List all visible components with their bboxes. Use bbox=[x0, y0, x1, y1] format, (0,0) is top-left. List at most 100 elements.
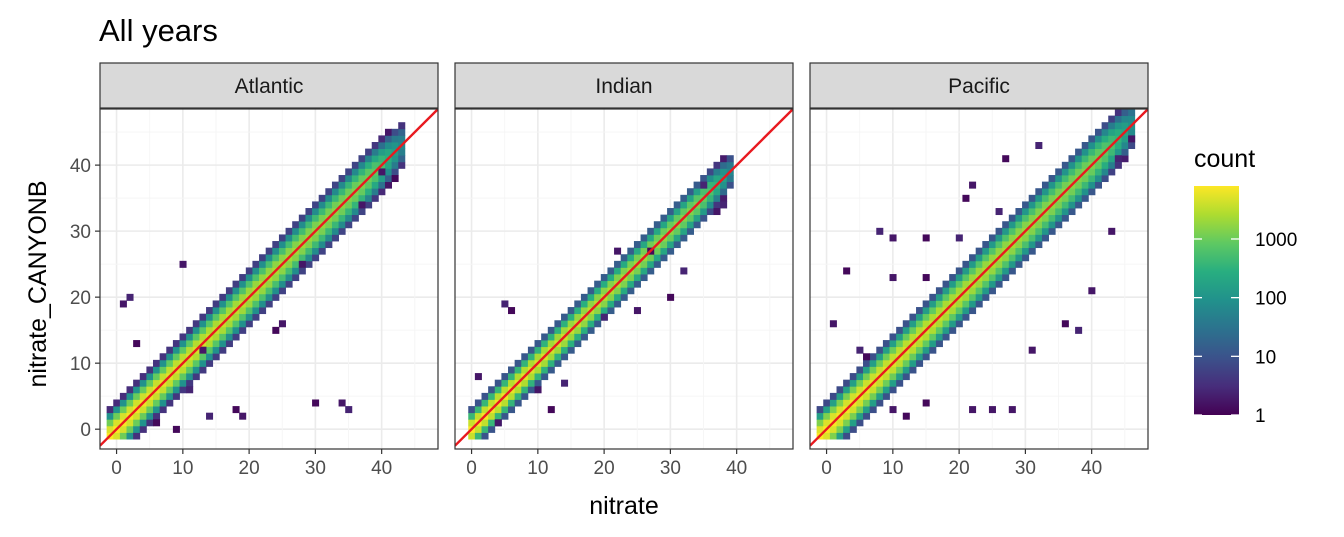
heatmap-tile bbox=[720, 155, 728, 163]
heatmap-tile bbox=[1108, 135, 1116, 143]
heatmap-tile bbox=[278, 287, 286, 295]
heatmap-tile bbox=[351, 214, 359, 222]
heatmap-tile bbox=[331, 221, 339, 229]
heatmap-tile bbox=[935, 340, 943, 348]
heatmap-tile bbox=[902, 340, 910, 348]
heatmap-tile bbox=[823, 419, 831, 427]
heatmap-tile-outlier bbox=[1028, 346, 1036, 354]
heatmap-tile bbox=[391, 161, 399, 169]
heatmap-tile bbox=[633, 241, 641, 249]
heatmap-tile bbox=[292, 260, 300, 268]
identity-line bbox=[810, 109, 1148, 447]
heatmap-tile bbox=[720, 161, 728, 169]
heatmap-tile bbox=[896, 326, 904, 334]
x-axis-title: nitrate bbox=[589, 492, 658, 520]
heatmap-tile bbox=[680, 201, 688, 209]
heatmap-tile bbox=[955, 313, 963, 321]
heatmap-tile bbox=[331, 227, 339, 235]
heatmap-tile bbox=[527, 379, 535, 387]
heatmap-tile bbox=[1002, 234, 1010, 242]
heatmap-tile bbox=[225, 287, 233, 295]
heatmap-tile bbox=[1068, 208, 1076, 216]
heatmap-tile bbox=[225, 300, 233, 308]
heatmap-tile bbox=[667, 234, 675, 242]
heatmap-tile bbox=[378, 175, 386, 183]
heatmap-tile bbox=[647, 260, 655, 268]
heatmap-tile bbox=[139, 386, 147, 394]
x-tick-label: 40 bbox=[371, 458, 392, 479]
heatmap-tile bbox=[594, 293, 602, 301]
heatmap-tile bbox=[318, 241, 326, 249]
heatmap-tile bbox=[1128, 142, 1136, 150]
heatmap-tile bbox=[882, 373, 890, 381]
x-tick-label: 30 bbox=[660, 458, 681, 479]
heatmap-tile bbox=[1061, 208, 1069, 216]
heatmap-tile bbox=[686, 194, 694, 202]
heatmap-tile bbox=[232, 287, 240, 295]
heatmap-tile bbox=[318, 194, 326, 202]
heatmap-tile bbox=[199, 313, 207, 321]
heatmap-tile bbox=[378, 142, 386, 150]
heatmap-tile bbox=[1081, 142, 1089, 150]
heatmap-tile bbox=[272, 287, 280, 295]
heatmap-tile bbox=[508, 379, 516, 387]
heatmap-tile bbox=[192, 359, 200, 367]
heatmap-tile bbox=[700, 201, 708, 209]
heatmap-tile bbox=[126, 392, 134, 400]
heatmap-tile bbox=[627, 260, 635, 268]
heatmap-tile-outlier bbox=[206, 412, 214, 420]
heatmap-tile bbox=[561, 326, 569, 334]
x-tick-label: 10 bbox=[172, 458, 193, 479]
heatmap-tile bbox=[126, 406, 134, 414]
identity-line bbox=[100, 109, 438, 447]
heatmap-tile bbox=[192, 366, 200, 374]
heatmap-tile bbox=[338, 188, 346, 196]
heatmap-tile bbox=[916, 307, 924, 315]
heatmap-tile bbox=[292, 234, 300, 242]
heatmap-tile bbox=[627, 247, 635, 255]
heatmap-tile bbox=[969, 287, 977, 295]
heatmap-tile bbox=[849, 419, 857, 427]
heatmap-tile bbox=[660, 247, 668, 255]
heatmap-tile bbox=[312, 208, 320, 216]
heatmap-tile bbox=[119, 399, 127, 407]
heatmap-tile bbox=[949, 326, 957, 334]
heatmap-tile bbox=[305, 247, 313, 255]
heatmap-tile-outlier bbox=[508, 307, 516, 315]
heatmap-tile bbox=[192, 373, 200, 381]
heatmap-tile bbox=[574, 326, 582, 334]
heatmap-tile bbox=[508, 399, 516, 407]
facet-strip-label: Atlantic bbox=[235, 75, 304, 98]
heatmap-tile bbox=[119, 406, 127, 414]
heatmap-tile bbox=[508, 392, 516, 400]
heatmap-tile bbox=[995, 241, 1003, 249]
heatmap-tile bbox=[935, 300, 943, 308]
heatmap-tile bbox=[265, 300, 273, 308]
heatmap-tile bbox=[318, 234, 326, 242]
heatmap-tile bbox=[278, 241, 286, 249]
heatmap-tile bbox=[514, 373, 522, 381]
heatmap-tile bbox=[259, 267, 267, 275]
heatmap-tile bbox=[186, 333, 194, 341]
heatmap-tile bbox=[882, 379, 890, 387]
heatmap-tile bbox=[245, 280, 253, 288]
heatmap-tile bbox=[278, 280, 286, 288]
facet-strip-label: Pacific bbox=[948, 75, 1010, 98]
heatmap-tile bbox=[1028, 201, 1036, 209]
heatmap-tile bbox=[1068, 175, 1076, 183]
heatmap-tile bbox=[882, 346, 890, 354]
heatmap-tile bbox=[693, 181, 701, 189]
heatmap-tile bbox=[312, 234, 320, 242]
heatmap-tile bbox=[1075, 161, 1083, 169]
heatmap-tile bbox=[949, 307, 957, 315]
heatmap-tile bbox=[706, 168, 714, 176]
heatmap-tile bbox=[1048, 208, 1056, 216]
heatmap-tile bbox=[653, 260, 661, 268]
heatmap-tile bbox=[975, 287, 983, 295]
heatmap-tile bbox=[673, 234, 681, 242]
heatmap-tile bbox=[259, 300, 267, 308]
heatmap-tile bbox=[1041, 194, 1049, 202]
heatmap-tile bbox=[889, 373, 897, 381]
heatmap-tile bbox=[922, 320, 930, 328]
heatmap-tile bbox=[508, 366, 516, 374]
